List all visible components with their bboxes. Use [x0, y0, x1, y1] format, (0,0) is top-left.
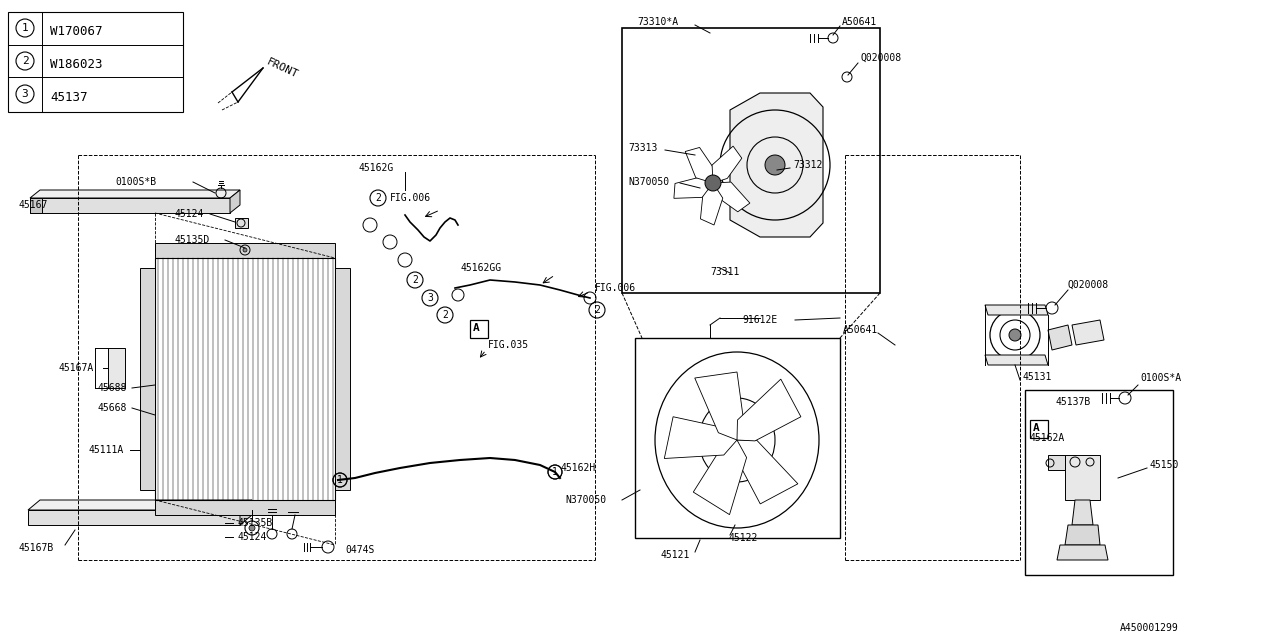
- Bar: [622, 28, 881, 293]
- Polygon shape: [700, 183, 723, 225]
- Text: A50641: A50641: [844, 325, 878, 335]
- Polygon shape: [664, 417, 737, 458]
- Text: 45668: 45668: [97, 403, 127, 413]
- Text: 45162A: 45162A: [1030, 433, 1065, 443]
- Polygon shape: [1073, 320, 1103, 345]
- Polygon shape: [1048, 325, 1073, 350]
- Text: 45137: 45137: [50, 90, 87, 104]
- Text: 1: 1: [552, 467, 558, 477]
- Circle shape: [705, 175, 721, 191]
- Text: A450001299: A450001299: [1120, 623, 1179, 633]
- Bar: [1025, 390, 1172, 575]
- Text: W170067: W170067: [50, 24, 102, 38]
- Circle shape: [724, 428, 749, 452]
- Text: A: A: [474, 323, 480, 333]
- Text: 0474S: 0474S: [346, 545, 374, 555]
- Text: 45167B: 45167B: [18, 543, 54, 553]
- Polygon shape: [29, 198, 230, 213]
- Text: 45688: 45688: [97, 383, 127, 393]
- Text: 73312: 73312: [794, 160, 822, 170]
- Bar: [8, 12, 183, 112]
- Text: 2: 2: [375, 193, 381, 203]
- Polygon shape: [230, 190, 241, 213]
- Bar: [155, 258, 335, 500]
- Text: N370050: N370050: [628, 177, 669, 187]
- Polygon shape: [1065, 525, 1100, 545]
- Text: 45122: 45122: [728, 533, 758, 543]
- Polygon shape: [1048, 455, 1065, 470]
- Bar: [1030, 420, 1048, 438]
- Text: 45135D: 45135D: [174, 235, 209, 245]
- Text: A: A: [1033, 423, 1039, 433]
- Polygon shape: [28, 510, 241, 525]
- Text: 45131: 45131: [1021, 372, 1051, 382]
- Text: 1: 1: [337, 475, 343, 485]
- Text: Q020008: Q020008: [860, 53, 901, 63]
- Text: 45162G: 45162G: [358, 163, 393, 173]
- Text: A50641: A50641: [842, 17, 877, 27]
- Polygon shape: [673, 177, 713, 198]
- Polygon shape: [236, 218, 248, 228]
- Text: 45150: 45150: [1149, 460, 1179, 470]
- Text: 3: 3: [22, 89, 28, 99]
- Text: 73310*A: 73310*A: [637, 17, 678, 27]
- Polygon shape: [730, 93, 823, 237]
- Polygon shape: [986, 305, 1048, 315]
- Polygon shape: [241, 500, 252, 525]
- Text: W186023: W186023: [50, 58, 102, 70]
- Polygon shape: [685, 147, 713, 183]
- Polygon shape: [712, 146, 742, 183]
- Text: 45162GG: 45162GG: [460, 263, 502, 273]
- Text: 45121: 45121: [660, 550, 690, 560]
- Text: 1: 1: [22, 23, 28, 33]
- Polygon shape: [29, 190, 241, 198]
- Text: 2: 2: [412, 275, 419, 285]
- Text: 45167A: 45167A: [58, 363, 93, 373]
- Polygon shape: [695, 372, 744, 440]
- Circle shape: [250, 525, 255, 531]
- Text: 2: 2: [22, 56, 28, 66]
- Text: 45167: 45167: [18, 200, 47, 210]
- Text: 45135B: 45135B: [237, 518, 273, 528]
- Text: 45137B: 45137B: [1055, 397, 1091, 407]
- Text: 45162H: 45162H: [561, 463, 595, 473]
- Text: 3: 3: [428, 293, 433, 303]
- Polygon shape: [737, 379, 801, 441]
- Text: Q020008: Q020008: [1068, 280, 1110, 290]
- Text: 45111A: 45111A: [88, 445, 123, 455]
- Polygon shape: [1073, 500, 1093, 525]
- Circle shape: [1009, 329, 1021, 341]
- Text: 73313: 73313: [628, 143, 658, 153]
- Polygon shape: [986, 355, 1048, 365]
- Bar: [635, 338, 840, 538]
- Text: 91612E: 91612E: [742, 315, 777, 325]
- Text: 2: 2: [594, 305, 600, 315]
- Polygon shape: [736, 440, 797, 504]
- Text: FIG.006: FIG.006: [595, 283, 636, 293]
- Text: 73311: 73311: [710, 267, 740, 277]
- Text: 2: 2: [442, 310, 448, 320]
- Bar: [470, 320, 488, 338]
- Text: 0100S*A: 0100S*A: [1140, 373, 1181, 383]
- Circle shape: [765, 155, 785, 175]
- Text: FIG.006: FIG.006: [390, 193, 431, 203]
- Polygon shape: [155, 500, 335, 515]
- Text: FRONT: FRONT: [265, 56, 300, 79]
- Polygon shape: [28, 500, 252, 510]
- Polygon shape: [713, 182, 750, 212]
- Circle shape: [243, 248, 247, 252]
- Polygon shape: [29, 198, 42, 213]
- Polygon shape: [108, 348, 125, 388]
- Polygon shape: [694, 440, 746, 515]
- Polygon shape: [1065, 455, 1100, 500]
- Text: 45124: 45124: [174, 209, 204, 219]
- Text: 45124: 45124: [237, 532, 266, 542]
- Text: FIG.035: FIG.035: [488, 340, 529, 350]
- Polygon shape: [1057, 545, 1108, 560]
- Polygon shape: [335, 268, 349, 490]
- Text: 0100S*B: 0100S*B: [115, 177, 156, 187]
- Polygon shape: [155, 243, 335, 258]
- Polygon shape: [140, 268, 155, 490]
- Text: N370050: N370050: [564, 495, 607, 505]
